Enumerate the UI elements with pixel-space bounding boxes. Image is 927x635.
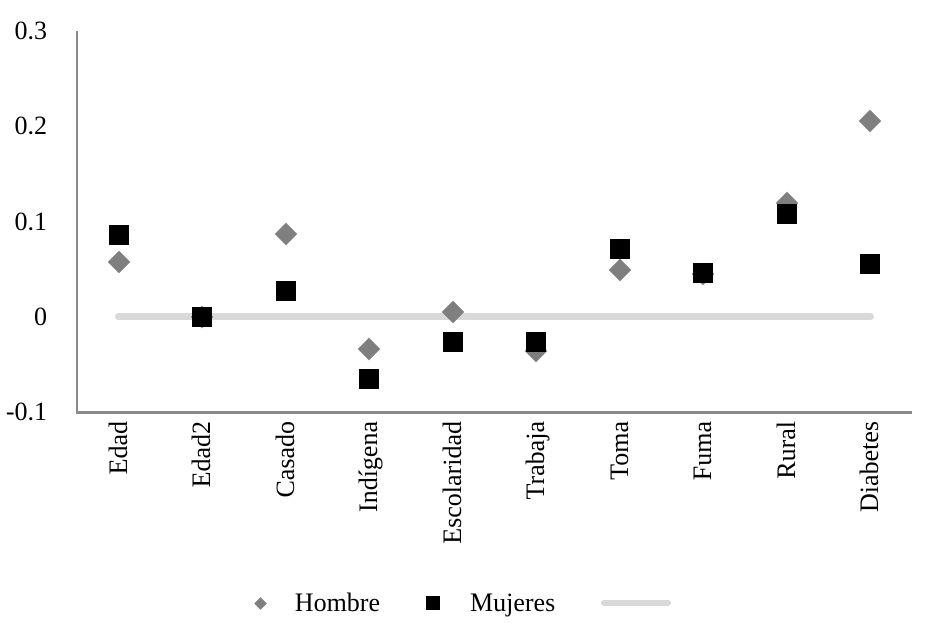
point-mujeres-edad <box>108 224 129 245</box>
x-category-label: Escolaridad <box>437 421 467 544</box>
point-mujeres-edad2 <box>192 306 213 327</box>
y-tick-label: 0 <box>34 301 47 331</box>
x-category-label: Rural <box>771 421 801 479</box>
legend: Hombre Mujeres <box>0 588 927 618</box>
point-hombre-toma <box>608 258 632 282</box>
point-mujeres-diabetes <box>860 254 881 275</box>
x-axis-line <box>76 411 912 414</box>
point-mujeres-fuma <box>693 262 714 283</box>
x-category-label: Edad <box>103 421 133 475</box>
point-mujeres-rural <box>776 203 797 224</box>
x-category-label: Indígena <box>354 421 384 512</box>
y-tick-label: 0.2 <box>14 111 48 141</box>
zero-line-icon <box>601 600 672 606</box>
legend-item-mujeres: Mujeres <box>426 588 555 618</box>
point-hombre-diabetes <box>858 110 882 133</box>
point-mujeres-trabaja <box>526 332 547 353</box>
x-category-label: Edad2 <box>187 421 217 488</box>
x-category-label: Toma <box>604 421 634 480</box>
point-mujeres-toma <box>609 239 630 260</box>
point-hombre-indígena <box>357 337 381 361</box>
plot-area <box>77 31 912 412</box>
x-category-label: Diabetes <box>855 421 885 512</box>
point-mujeres-indígena <box>359 368 380 389</box>
legend-label-hombre: Hombre <box>294 588 380 617</box>
legend-item-zero-line <box>601 600 672 606</box>
legend-label-mujeres: Mujeres <box>470 588 556 617</box>
point-mujeres-casado <box>275 281 296 302</box>
zero-value-line <box>115 313 874 321</box>
point-hombre-casado <box>274 222 298 246</box>
legend-item-hombre: Hombre <box>253 588 380 618</box>
x-category-label: Casado <box>270 421 300 498</box>
y-axis-line <box>76 31 78 413</box>
point-mujeres-escolaridad <box>442 331 463 352</box>
point-hombre-edad <box>107 251 131 274</box>
y-tick-label: 0.1 <box>14 206 48 236</box>
mujeres-square-icon <box>426 596 440 610</box>
y-tick-label: -0.1 <box>5 397 47 426</box>
x-category-label: Fuma <box>688 421 718 481</box>
hombre-diamond-icon <box>253 596 267 610</box>
x-category-label: Trabaja <box>521 421 551 500</box>
y-tick-label: 0.3 <box>14 16 48 45</box>
